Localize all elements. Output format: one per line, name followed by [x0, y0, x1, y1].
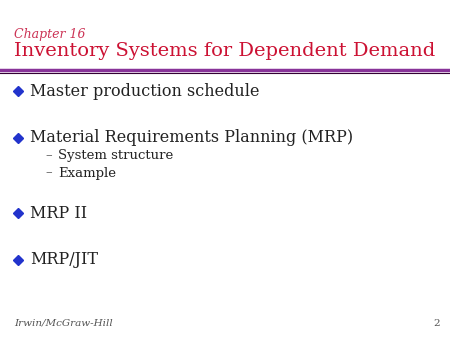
- Text: System structure: System structure: [58, 149, 173, 163]
- Text: Example: Example: [58, 167, 116, 179]
- Text: MRP/JIT: MRP/JIT: [30, 251, 98, 268]
- Text: Irwin/McGraw-Hill: Irwin/McGraw-Hill: [14, 319, 113, 328]
- Text: Master production schedule: Master production schedule: [30, 82, 260, 99]
- Text: Chapter 16: Chapter 16: [14, 28, 86, 41]
- Text: Material Requirements Planning (MRP): Material Requirements Planning (MRP): [30, 129, 353, 146]
- Text: 2: 2: [433, 319, 440, 328]
- Text: Inventory Systems for Dependent Demand: Inventory Systems for Dependent Demand: [14, 42, 435, 60]
- Text: –: –: [45, 149, 52, 163]
- Text: –: –: [45, 167, 52, 179]
- Text: MRP II: MRP II: [30, 204, 87, 221]
